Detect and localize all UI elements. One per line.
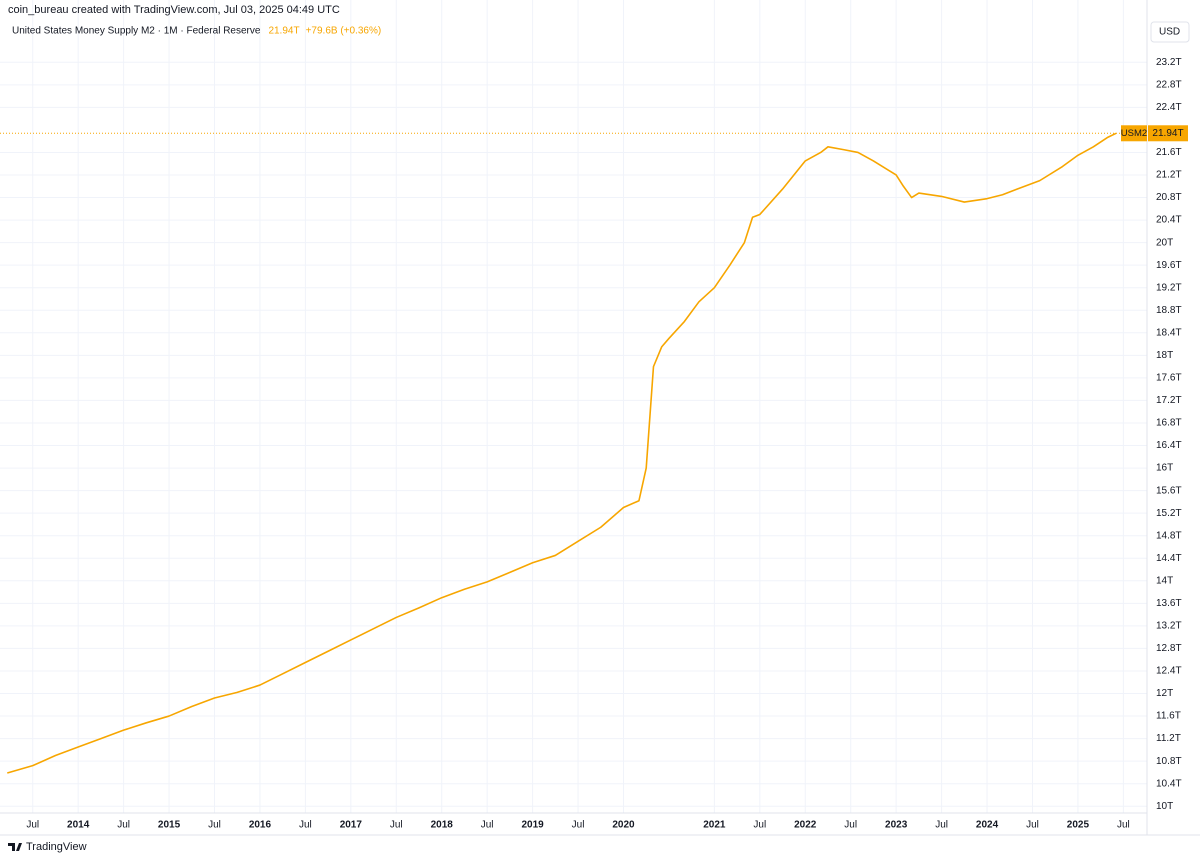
y-tick-label: 18T <box>1156 350 1173 361</box>
y-tick-label: 12.8T <box>1156 643 1182 654</box>
symbol-tag <box>1121 125 1147 142</box>
y-tick-label: 19.6T <box>1156 260 1182 271</box>
y-tick-label: 17.6T <box>1156 373 1182 384</box>
currency-box[interactable] <box>1150 21 1190 43</box>
x-tick-label: 2021 <box>703 820 726 831</box>
y-tick-label: 10.8T <box>1156 756 1182 767</box>
x-tick-label: 2015 <box>158 820 181 831</box>
x-tick-label: 2023 <box>885 820 908 831</box>
y-tick-label: 22.4T <box>1156 102 1182 113</box>
x-tick-label: 2025 <box>1067 820 1090 831</box>
y-tick-label: 11.2T <box>1156 733 1181 744</box>
legend-title: United States Money Supply M2 · 1M · Fed… <box>12 26 261 37</box>
y-tick-label: 23.2T <box>1156 57 1182 68</box>
y-tick-label: 20T <box>1156 237 1173 248</box>
y-tick-label: 12T <box>1156 688 1173 699</box>
legend-change: +79.6B (+0.36%) <box>306 26 382 37</box>
x-tick-label: Jul <box>935 820 948 831</box>
y-tick-label: 16T <box>1156 463 1173 474</box>
x-tick-label: 2020 <box>612 820 635 831</box>
x-tick-label: Jul <box>753 820 766 831</box>
header-text: coin_bureau created with TradingView.com… <box>8 4 340 16</box>
y-tick-label: 16.4T <box>1156 440 1182 451</box>
y-tick-label: 14.4T <box>1156 553 1182 564</box>
y-tick-label: 22.8T <box>1156 79 1182 90</box>
x-tick-label: Jul <box>26 820 39 831</box>
legend-value: 21.94T <box>268 26 299 37</box>
x-tick-label: Jul <box>117 820 130 831</box>
y-tick-label: 12.4T <box>1156 666 1182 677</box>
y-tick-label: 21.2T <box>1156 170 1182 181</box>
x-tick-label: 2017 <box>340 820 363 831</box>
x-tick-label: 2014 <box>67 820 90 831</box>
x-tick-label: Jul <box>1117 820 1130 831</box>
y-tick-label: 15.6T <box>1156 485 1182 496</box>
y-tick-label: 17.2T <box>1156 395 1182 406</box>
x-tick-label: Jul <box>390 820 403 831</box>
y-tick-label: 14T <box>1156 575 1173 586</box>
last-value-tag-text: 21.94T <box>1152 128 1183 139</box>
x-tick-label: Jul <box>844 820 857 831</box>
x-tick-label: Jul <box>572 820 585 831</box>
data-line <box>7 132 1117 774</box>
y-tick-label: 11.6T <box>1156 711 1181 722</box>
y-tick-label: 13.2T <box>1156 621 1182 632</box>
y-tick-label: 10.4T <box>1156 778 1182 789</box>
y-tick-label: 16.8T <box>1156 418 1182 429</box>
y-tick-label: 13.6T <box>1156 598 1182 609</box>
x-tick-label: 2016 <box>249 820 272 831</box>
x-tick-label: Jul <box>481 820 494 831</box>
x-tick-label: 2022 <box>794 820 817 831</box>
y-tick-label: 19.2T <box>1156 282 1182 293</box>
y-tick-label: 10T <box>1156 801 1173 812</box>
footer-text: TradingView <box>26 841 87 853</box>
x-tick-label: Jul <box>1026 820 1039 831</box>
x-tick-label: 2019 <box>521 820 544 831</box>
y-tick-label: 15.2T <box>1156 508 1182 519</box>
grid <box>0 0 1147 813</box>
x-tick-label: Jul <box>299 820 312 831</box>
y-tick-label: 18.4T <box>1156 327 1182 338</box>
tradingview-logo <box>8 843 22 851</box>
x-tick-label: 2018 <box>431 820 454 831</box>
symbol-tag-text: USM2 <box>1121 128 1147 139</box>
y-tick-label: 18.8T <box>1156 305 1182 316</box>
x-tick-label: 2024 <box>976 820 999 831</box>
y-tick-label: 21.6T <box>1156 147 1182 158</box>
last-value-tag <box>1148 125 1188 142</box>
y-tick-label: 20.8T <box>1156 192 1182 203</box>
y-tick-label: 14.8T <box>1156 530 1182 541</box>
x-tick-label: Jul <box>208 820 221 831</box>
currency: USD <box>1159 27 1180 38</box>
y-tick-label: 20.4T <box>1156 215 1182 226</box>
